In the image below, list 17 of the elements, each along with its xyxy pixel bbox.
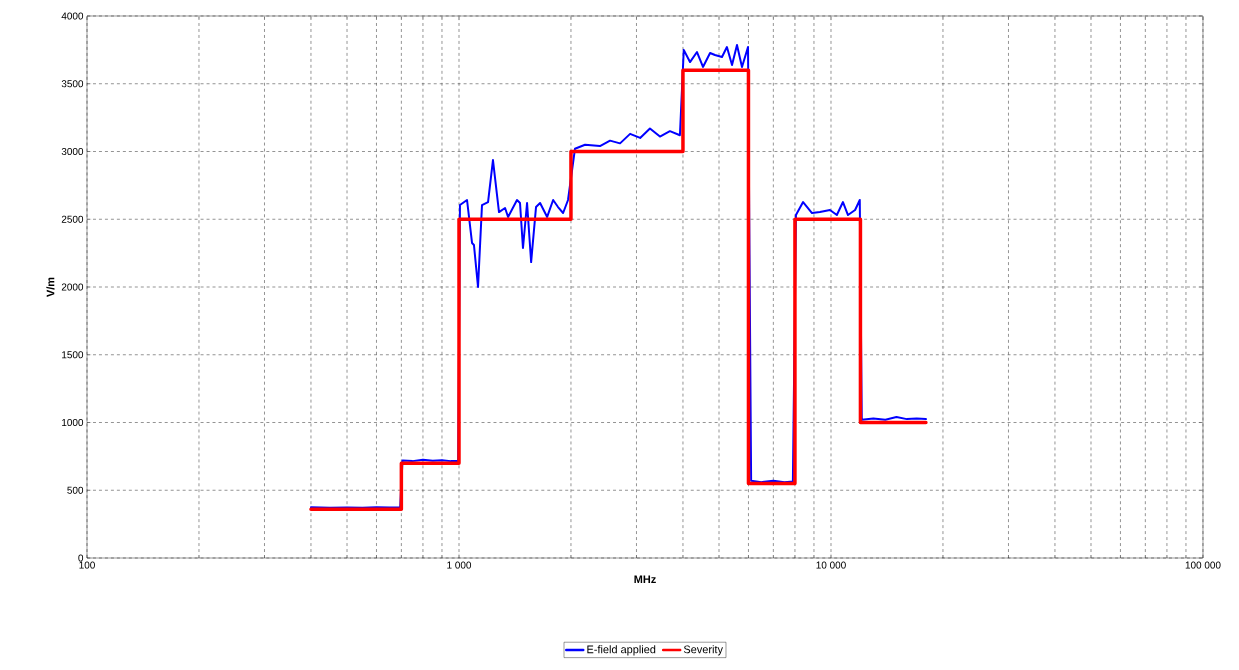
y-axis-title: V/m — [46, 277, 55, 297]
legend-label: Severity — [683, 645, 723, 656]
y-tick-label: 500 — [67, 486, 84, 494]
x-axis-title: MHz — [634, 575, 656, 583]
y-tick-label: 3000 — [61, 147, 84, 156]
y-tick-label: 2500 — [61, 215, 84, 223]
y-tick-label: 3500 — [61, 80, 84, 88]
y-tick-label: 2000 — [61, 283, 84, 291]
x-tick-label: 10 000 — [816, 561, 846, 569]
x-tick-label: 1 000 — [447, 561, 472, 569]
x-tick-label: 100 — [79, 561, 95, 569]
y-tick-label: 1000 — [62, 418, 84, 427]
y-tick-label: 1500 — [62, 351, 84, 359]
y-tick-label: 0 — [78, 554, 84, 562]
y-tick-label: 4000 — [61, 12, 84, 20]
x-tick-label: 100 000 — [1185, 561, 1221, 569]
legend-label: E-field applied — [587, 645, 656, 656]
